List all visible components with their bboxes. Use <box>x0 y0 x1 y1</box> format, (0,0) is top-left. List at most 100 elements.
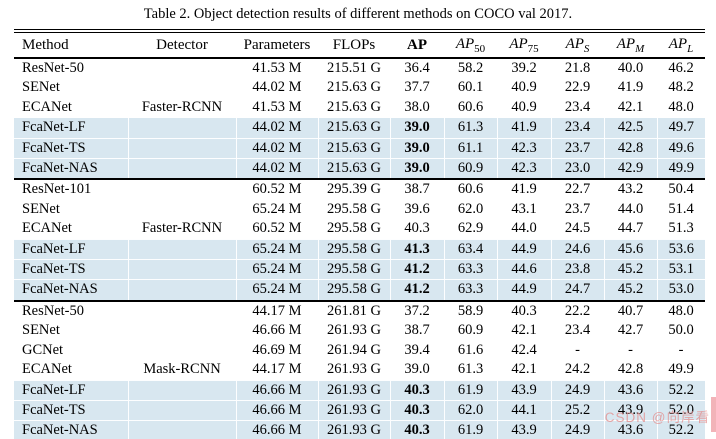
cell-parameters: 44.02 M <box>235 137 318 159</box>
cell-aps: 23.4 <box>564 98 591 115</box>
cell-detector <box>127 238 236 260</box>
cell-ap: 39.0 <box>404 361 430 378</box>
cell-detector <box>128 321 236 340</box>
cell-apl: 53.1 <box>656 259 705 280</box>
watermark-strip <box>711 397 716 432</box>
cell-method: ResNet-101 <box>14 178 128 200</box>
cell-flops: 215.63 G <box>317 117 390 139</box>
table-row: SENet 44.02 M 215.63 G 37.7 60.1 40.9 22.9 41.9… <box>14 78 705 97</box>
cell-detector <box>127 420 236 439</box>
table-caption: Table 2. Object detection results of dif… <box>143 6 573 22</box>
cell-apl: 49.7 <box>656 117 705 139</box>
cell-ap75: 42.3 <box>496 137 551 159</box>
cell-ap50: 60.9 <box>457 322 484 339</box>
cell-detector <box>127 259 236 280</box>
cell-apm: 43.9 <box>603 399 657 421</box>
cell-ap50: 62.0 <box>443 399 497 421</box>
cell-parameters: 65.24 M <box>235 279 318 301</box>
column-header-flops: FLOPs <box>318 31 390 59</box>
cell-parameters: 41.53 M <box>252 98 302 115</box>
cell-method: FcaNet-LF <box>14 117 128 139</box>
cell-method: FcaNet-TS <box>14 399 128 421</box>
cell-ap50: 61.1 <box>443 137 497 159</box>
cell-ap50: 61.9 <box>443 379 497 401</box>
table-row: GCNet 46.69 M 261.94 G 39.4 61.6 42.4 - - - <box>14 341 705 360</box>
cell-ap: 38.7 <box>404 322 430 339</box>
cell-flops: 215.63 G <box>327 79 381 96</box>
cell-aps: 22.9 <box>564 79 591 96</box>
cell-detector <box>128 78 236 97</box>
cell-ap50: 61.6 <box>457 341 484 358</box>
cell-ap50: 61.3 <box>443 117 497 139</box>
cell-ap: 40.3 <box>404 220 430 237</box>
cell-flops: 295.58 G <box>317 238 390 260</box>
cell-flops: 215.51 G <box>327 60 381 76</box>
cell-ap75: 40.9 <box>511 79 537 96</box>
cell-ap50: 60.1 <box>457 79 484 96</box>
cell-parameters: 46.66 M <box>252 322 302 339</box>
cell-ap50: 62.9 <box>457 220 484 237</box>
cell-ap75: 44.9 <box>496 238 551 260</box>
cell-aps: 23.0 <box>550 158 604 180</box>
cell-method: ECANet <box>22 98 72 115</box>
cell-detector <box>128 178 236 200</box>
cell-apm: 40.0 <box>617 60 644 76</box>
cell-apm: 43.2 <box>604 178 657 200</box>
cell-detector: Faster-RCNN <box>141 98 223 115</box>
table-row: ECANet Mask-RCNN 44.17 M 261.93 G 39.0 61.3 42… <box>14 360 705 380</box>
cell-detector <box>128 200 236 219</box>
cell-aps: 24.7 <box>550 279 604 301</box>
table-row: FcaNet-LF 46.66 M 261.93 G 40.3 61.9 43.9 24.9… <box>14 379 705 401</box>
table-row: FcaNet-LF 65.24 M 295.58 G 41.3 63.4 44.9 24.6… <box>14 238 705 260</box>
cell-parameters: 46.66 M <box>235 420 318 439</box>
cell-ap50: 61.3 <box>457 361 484 378</box>
cell-parameters: 60.52 M <box>236 178 318 200</box>
cell-ap: 36.4 <box>404 60 430 76</box>
cell-parameters: 46.66 M <box>235 379 318 401</box>
cell-ap75: 44.0 <box>511 220 537 237</box>
cell-aps: 22.7 <box>551 178 604 200</box>
cell-ap: 39.0 <box>389 158 444 180</box>
cell-ap75: 43.1 <box>511 200 537 217</box>
cell-apm: 45.2 <box>603 279 657 301</box>
cell-detector <box>128 58 236 78</box>
table-row: FcaNet-TS 44.02 M 215.63 G 39.0 61.1 42.3 23.7… <box>14 137 705 159</box>
cell-detector <box>128 299 236 322</box>
cell-apl: - <box>678 341 684 358</box>
cell-method: FcaNet-NAS <box>14 279 128 301</box>
cell-method: ECANet <box>22 220 72 237</box>
cell-ap50: 63.4 <box>443 238 497 260</box>
cell-ap75: 43.9 <box>496 420 551 439</box>
cell-method: ResNet-50 <box>14 299 128 322</box>
table-row: ResNet-50 41.53 M 215.51 G 36.4 58.2 39.2 21.8… <box>14 58 705 78</box>
table-row: FcaNet-NAS 65.24 M 295.58 G 41.2 63.3 44.9 24.… <box>14 279 705 301</box>
cell-ap: 41.3 <box>389 238 444 260</box>
cell-apl: 52.2 <box>656 379 705 401</box>
cell-aps: 23.4 <box>550 117 604 139</box>
cell-apm: 42.1 <box>617 98 644 115</box>
cell-ap75: 42.1 <box>511 361 537 378</box>
cell-flops: 295.58 G <box>327 220 381 237</box>
cell-ap50: 60.6 <box>444 178 497 200</box>
cell-parameters: 44.17 M <box>236 299 318 322</box>
cell-method: FcaNet-LF <box>14 379 128 401</box>
cell-ap50: 58.9 <box>444 299 497 322</box>
table-row: ResNet-101 60.52 M 295.39 G 38.7 60.6 41.9 22.… <box>14 178 705 200</box>
cell-ap75: 42.1 <box>511 322 537 339</box>
cell-ap: 39.6 <box>404 200 430 217</box>
cell-apl: 50.0 <box>668 322 694 339</box>
cell-method: SENet <box>22 200 60 217</box>
cell-apm: 40.7 <box>604 299 657 322</box>
cell-apl: 51.4 <box>668 200 694 217</box>
cell-parameters: 65.24 M <box>235 259 318 280</box>
cell-apm: 43.6 <box>603 379 657 401</box>
cell-flops: 261.93 G <box>317 399 390 421</box>
cell-aps: 23.4 <box>564 322 591 339</box>
cell-apl: 53.0 <box>656 279 705 301</box>
column-header-method: Method <box>14 31 128 59</box>
cell-flops: 261.81 G <box>318 299 390 322</box>
cell-apl: 48.0 <box>657 299 705 322</box>
cell-apm: 42.7 <box>617 322 644 339</box>
cell-flops: 261.93 G <box>317 420 390 439</box>
cell-flops: 261.93 G <box>327 361 381 378</box>
